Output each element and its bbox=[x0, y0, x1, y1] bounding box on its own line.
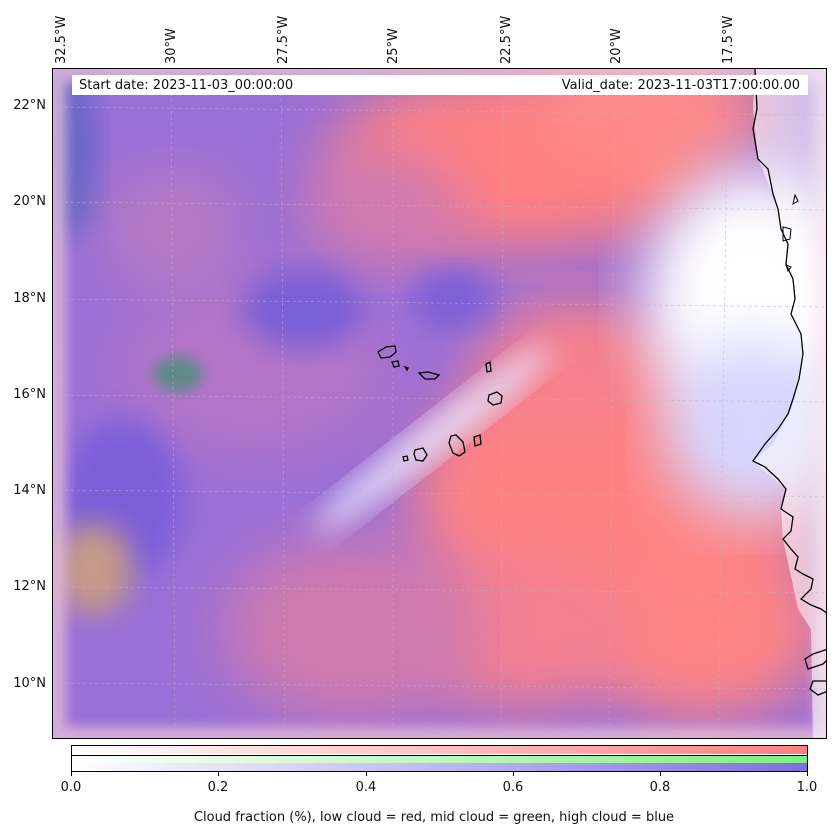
lon-label-20w: 20°W bbox=[609, 28, 624, 64]
island-santa-luzia bbox=[403, 365, 409, 372]
colorbar bbox=[71, 745, 808, 772]
lat-label-14n: 14°N bbox=[13, 483, 46, 498]
colorbar-tick bbox=[218, 772, 219, 776]
start-date-label: Start date: 2023-11-03_00:00:00 bbox=[79, 78, 294, 93]
lon-label-22-5w: 22.5°W bbox=[499, 15, 514, 64]
lon-label-27-5w: 27.5°W bbox=[276, 15, 291, 64]
island-santo-antao bbox=[377, 345, 397, 359]
africa-coastline-south bbox=[804, 648, 826, 696]
colorbar-high-cloud bbox=[72, 763, 807, 771]
colorbar-tick bbox=[660, 772, 661, 776]
lon-label-32-5w: 32.5°W bbox=[54, 15, 69, 64]
date-info-bar: Start date: 2023-11-03_00:00:00 Valid_da… bbox=[72, 75, 808, 95]
island-maio bbox=[473, 434, 482, 447]
lon-label-30w: 30°W bbox=[164, 28, 179, 64]
island-fogo bbox=[413, 447, 428, 462]
colorbar-tick-label: 0.2 bbox=[207, 780, 229, 795]
colorbar-tick-label: 0.8 bbox=[649, 780, 671, 795]
island-sal bbox=[485, 361, 492, 373]
lat-label-20n: 20°N bbox=[13, 194, 46, 209]
colorbar-tick-label: 0.6 bbox=[502, 780, 524, 795]
map-panel bbox=[52, 68, 827, 739]
colorbar-tick-label: 0.0 bbox=[60, 780, 82, 795]
lon-label-17-5w: 17.5°W bbox=[721, 15, 736, 64]
lat-label-12n: 12°N bbox=[13, 579, 46, 594]
valid-date-label: Valid_date: 2023-11-03T17:00:00.00 bbox=[561, 78, 800, 93]
colorbar-tick bbox=[807, 772, 808, 776]
island-santiago bbox=[448, 434, 466, 457]
island-boa-vista bbox=[487, 391, 503, 406]
island-sao-vicente bbox=[391, 360, 400, 368]
colorbar-tick bbox=[513, 772, 514, 776]
canary-coast-detail bbox=[782, 193, 799, 273]
lat-label-22n: 22°N bbox=[13, 98, 46, 113]
africa-coastline bbox=[752, 69, 826, 614]
cape-verde-islands bbox=[377, 345, 503, 462]
lat-label-16n: 16°N bbox=[13, 387, 46, 402]
colorbar-tick-label: 0.4 bbox=[355, 780, 377, 795]
island-brava bbox=[402, 455, 409, 462]
lat-label-18n: 18°N bbox=[13, 291, 46, 306]
colorbar-tick-label: 1.0 bbox=[796, 780, 818, 795]
africa-land bbox=[753, 69, 826, 738]
colorbar-tick bbox=[366, 772, 367, 776]
island-sao-nicolau bbox=[417, 371, 441, 380]
colorbar-caption: Cloud fraction (%), low cloud = red, mid… bbox=[193, 810, 675, 825]
lon-label-25w: 25°W bbox=[386, 28, 401, 64]
gridlines bbox=[53, 69, 826, 738]
colorbar-low-cloud bbox=[72, 746, 807, 754]
cloud-fraction-map bbox=[53, 69, 826, 738]
colorbar-tick bbox=[71, 772, 72, 776]
lat-label-10n: 10°N bbox=[13, 676, 46, 691]
